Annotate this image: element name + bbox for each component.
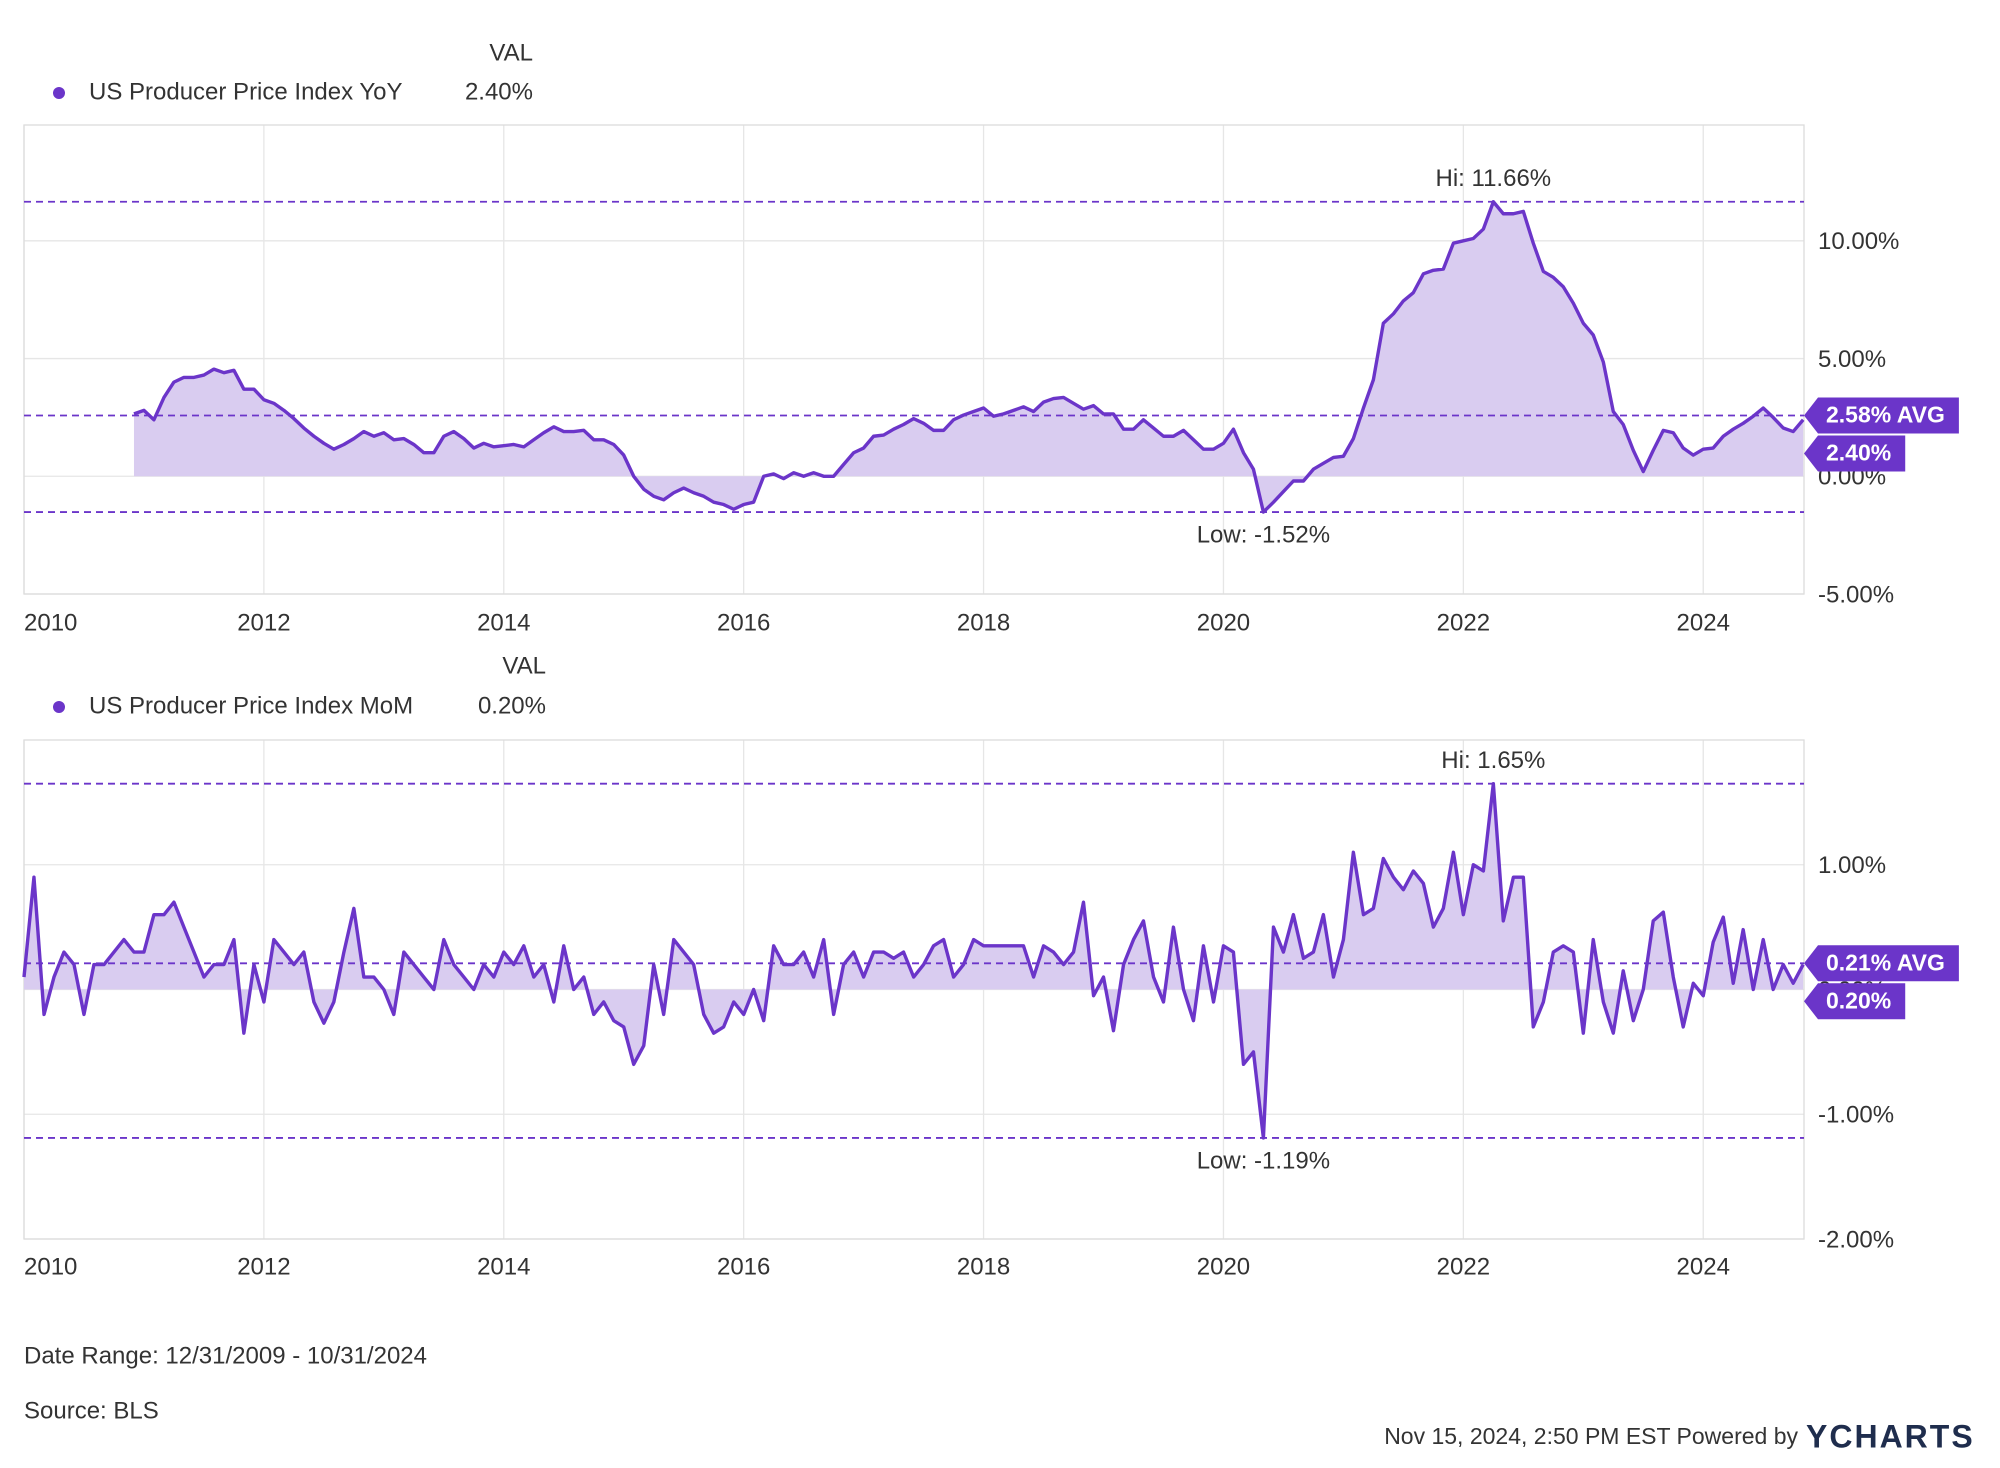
average-flag-label: 2.58% AVG <box>1826 402 1945 428</box>
average-flag-shape <box>1804 397 1959 434</box>
current-flag-label: 0.20% <box>1826 987 1891 1013</box>
average-flag-label: 0.21% AVG <box>1826 949 1945 975</box>
y-tick-label: -2.00% <box>1818 1226 1894 1253</box>
legend-value: 2.40% <box>465 78 533 105</box>
current-flag-label: 2.40% <box>1826 440 1891 466</box>
legend-label: US Producer Price Index MoM <box>89 692 413 719</box>
chart-panel: 2010 2012 2014 2016 2018 2020 2022 2024-5.00%0.… <box>23 124 1959 636</box>
average-flag-shape <box>1804 945 1959 982</box>
y-tick-label: 5.00% <box>1818 346 1886 373</box>
x-tick-label: 2018 <box>957 1253 1010 1280</box>
current-flag-shape <box>1804 435 1906 472</box>
y-tick-label: -5.00% <box>1818 581 1894 608</box>
current-flag-shape <box>1804 983 1906 1020</box>
current-flag: 0.20% <box>1804 983 1906 1020</box>
y-tick-label: 1.00% <box>1818 852 1886 879</box>
average-flag: 2.58% AVG <box>1804 397 1959 434</box>
y-tick-label: -1.00% <box>1818 1102 1894 1129</box>
area-fill <box>133 201 1804 513</box>
source: Source: BLS <box>24 1397 159 1424</box>
x-tick-label: 2014 <box>477 1253 530 1280</box>
legend-marker <box>53 87 65 99</box>
chart-panel: 2010 2012 2014 2016 2018 2020 2022 2024 -2.00% -1… <box>22 739 1959 1280</box>
average-flag: 0.21% AVG <box>1804 945 1959 982</box>
legend-label: US Producer Price Index YoY <box>89 78 403 105</box>
line-series <box>133 200 1805 514</box>
x-tick-label: 2018 <box>957 609 1010 636</box>
plot-frame <box>23 124 1805 595</box>
x-tick-label: 2022 <box>1437 1253 1490 1280</box>
low-label: Low: -1.52% <box>1197 521 1330 548</box>
legend-value: 0.20% <box>478 692 546 719</box>
brand-logo: YCHARTS <box>1806 1418 1975 1454</box>
x-tick-label: 2020 <box>1197 609 1250 636</box>
x-tick-label: 2010 <box>24 609 77 636</box>
x-tick-label: 2024 <box>1677 609 1730 636</box>
x-tick-label: 2016 <box>717 609 770 636</box>
legend-header: VAL <box>489 39 533 66</box>
x-tick-label: 2022 <box>1437 609 1490 636</box>
legend-header: VAL <box>502 652 546 679</box>
y-tick-label: 10.00% <box>1818 228 1899 255</box>
current-flag: 2.40% <box>1804 435 1906 472</box>
x-tick-label: 2024 <box>1677 1253 1730 1280</box>
line-series <box>22 781 1805 1140</box>
legend-marker <box>53 701 65 713</box>
date-range: Date Range: 12/31/2009 - 10/31/2024 <box>24 1342 427 1369</box>
x-tick-label: 2020 <box>1197 1253 1250 1280</box>
x-tick-label: 2012 <box>237 609 290 636</box>
low-label: Low: -1.19% <box>1197 1147 1330 1174</box>
x-tick-label: 2010 <box>24 1253 77 1280</box>
x-tick-label: 2012 <box>237 1253 290 1280</box>
high-label: Hi: 1.65% <box>1441 747 1545 774</box>
x-tick-label: 2014 <box>477 609 530 636</box>
high-label: Hi: 11.66% <box>1436 165 1552 192</box>
area-fill <box>24 783 1804 1138</box>
timestamp: Nov 15, 2024, 2:50 PM EST Powered by <box>1384 1423 1798 1449</box>
x-tick-label: 2016 <box>717 1253 770 1280</box>
